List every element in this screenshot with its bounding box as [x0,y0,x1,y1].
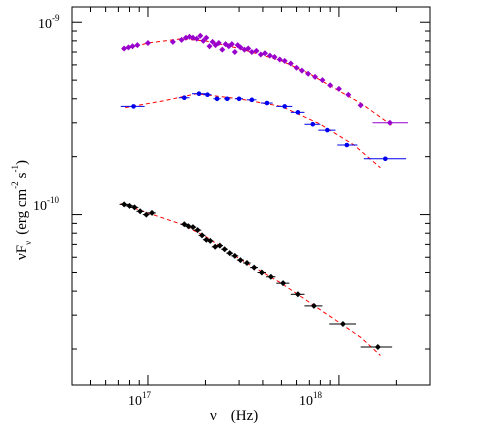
data-point [261,50,268,57]
data-point [248,49,255,56]
data-point [207,237,214,244]
data-point [231,49,238,56]
data-point [249,97,255,103]
data-point [134,42,141,49]
data-point [189,224,196,231]
data-point [149,209,156,216]
data-point [374,343,381,350]
data-point [344,142,350,148]
data-point [271,53,278,60]
data-point [216,242,223,249]
data-point [298,67,305,74]
data-point [243,260,250,267]
data-point [169,38,176,45]
data-point [281,57,288,64]
data-point [237,257,244,264]
data-point [310,121,316,127]
data-point [199,232,206,239]
data-point [219,46,226,53]
data-point [386,119,393,126]
data-point [267,273,274,280]
y-tick-label-1e-10: 10-10 [33,195,59,214]
data-point [131,104,136,109]
data-point [339,320,346,327]
data-point [214,96,220,102]
data-point [206,43,213,50]
data-point [266,52,273,59]
axis-ticks [71,7,431,385]
data-point [131,204,138,211]
x-axis-title: ν (Hz) [210,408,258,424]
data-point [310,302,317,309]
data-point [221,246,228,253]
data-point [194,227,201,234]
data-point [224,96,230,102]
data-point [196,91,202,97]
x-tick-label-1e18: 1018 [299,390,323,409]
data-point [215,39,222,46]
data-point [319,77,326,84]
data-point [294,291,301,298]
data-point [178,36,185,43]
model-curve-2 [125,93,381,169]
data-points [119,32,408,350]
data-point [144,39,151,46]
data-point [237,44,244,51]
data-point [197,32,204,39]
data-point [185,223,192,230]
model-curve-3 [120,203,381,356]
data-point [245,45,252,52]
plot-frame [71,6,431,386]
data-point [143,211,150,218]
data-point [209,38,216,45]
y-tick-label-1e-9: 10-9 [38,13,60,32]
data-point [305,70,312,77]
data-point [126,202,133,209]
data-point [253,47,260,54]
data-point [226,250,233,257]
data-point [312,73,319,80]
data-point [345,91,352,98]
data-point [282,104,287,109]
data-point [293,64,300,71]
data-point [327,82,334,89]
data-point [287,60,294,67]
data-point [193,35,200,42]
data-point [383,156,388,162]
data-point [295,110,301,115]
y-axis-title: νFν(erg cm-2s-1) [10,160,33,260]
data-point [335,85,342,92]
data-point [205,92,210,97]
data-point [203,34,210,41]
data-point [137,208,144,215]
data-point [121,201,128,208]
data-point [231,252,238,259]
data-point [121,45,128,52]
data-point [357,102,364,109]
data-point [264,100,270,106]
data-point [276,56,283,63]
data-point [236,96,242,102]
data-point [182,95,187,101]
data-point [228,41,235,48]
data-point [251,264,258,271]
x-tick-label-1e17: 1017 [128,390,152,409]
data-point [280,280,287,287]
model-curves [120,38,393,356]
data-point [325,127,330,133]
data-point [258,269,265,276]
data-point [129,43,136,50]
